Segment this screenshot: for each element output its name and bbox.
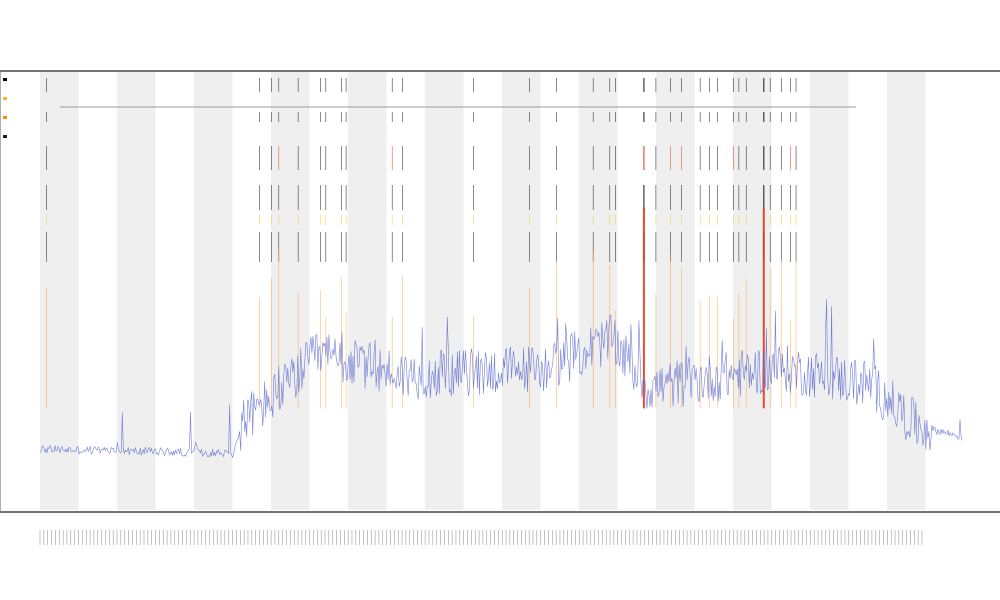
legend-swatch bbox=[3, 135, 7, 138]
time-band bbox=[810, 72, 849, 510]
time-band bbox=[348, 72, 387, 510]
time-band bbox=[502, 72, 541, 510]
legend-swatch bbox=[3, 97, 7, 100]
time-band bbox=[425, 72, 464, 510]
signal-layer bbox=[39, 299, 963, 459]
time-band bbox=[579, 72, 618, 510]
legend-swatch bbox=[3, 116, 7, 119]
time-band bbox=[40, 72, 79, 510]
x-tick-labels bbox=[39, 530, 923, 545]
time-band bbox=[656, 72, 695, 510]
legend-swatch bbox=[3, 78, 7, 81]
legend bbox=[3, 78, 7, 138]
time-band bbox=[194, 72, 233, 510]
time-band bbox=[117, 72, 156, 510]
band-layer bbox=[40, 72, 926, 510]
activity-series-line bbox=[39, 299, 963, 459]
time-band bbox=[271, 72, 310, 510]
time-band bbox=[887, 72, 926, 510]
event-layer bbox=[46, 78, 797, 409]
time-band bbox=[733, 72, 772, 510]
